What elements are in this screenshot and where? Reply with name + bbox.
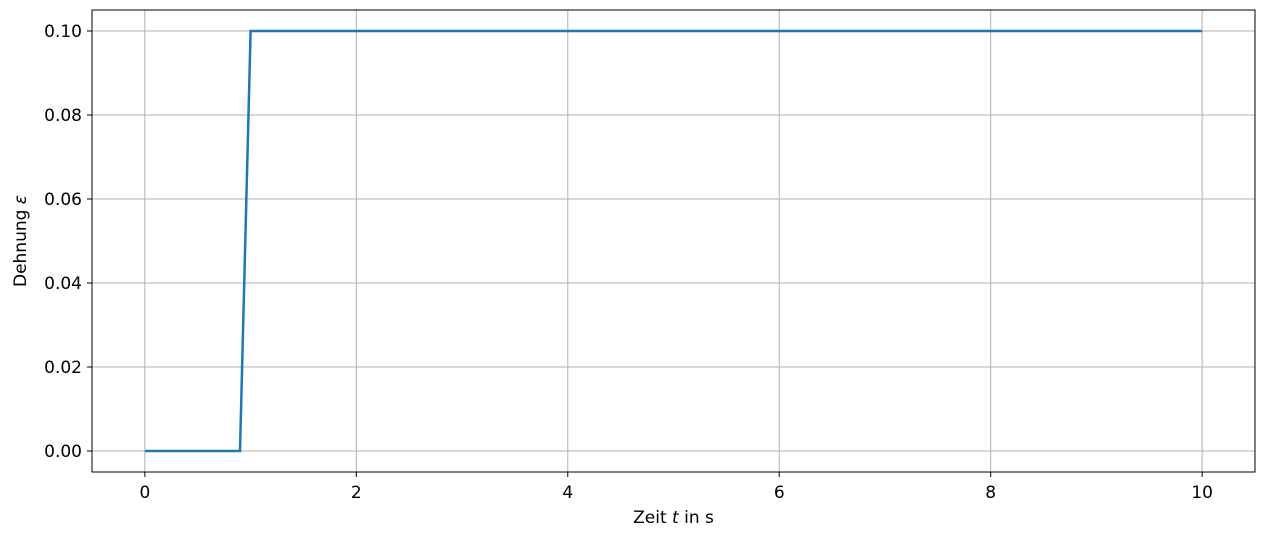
x-axis-label-variable: t: [672, 508, 680, 528]
y-axis-ticks: 0.00 0.02 0.04 0.06 0.08 0.10: [44, 22, 92, 462]
x-axis-label: Zeit t in s: [633, 508, 714, 528]
y-tick-label: 0.02: [44, 358, 82, 378]
y-axis-label: Dehnung ε: [11, 195, 31, 287]
plot-frame: [91, 9, 1256, 473]
y-tick-label: 0.10: [44, 22, 82, 42]
x-tick-label: 4: [562, 483, 573, 503]
x-tick-label: 10: [1191, 483, 1213, 503]
x-tick-label: 0: [139, 483, 150, 503]
y-axis-label-variable: ε: [11, 195, 31, 204]
x-tick-label: 2: [351, 483, 362, 503]
x-axis-label-suffix: in s: [679, 508, 714, 528]
x-axis-label-prefix: Zeit: [633, 508, 672, 528]
series-line: [144, 29, 1203, 453]
y-tick-label: 0.08: [44, 106, 82, 126]
y-axis-label-prefix: Dehnung: [11, 204, 31, 287]
x-axis-ticks: 0 2 4 6 8 10: [139, 472, 1213, 503]
y-tick-label: 0.00: [44, 442, 82, 462]
series-layer: [144, 29, 1203, 453]
x-tick-label: 8: [985, 483, 996, 503]
y-tick-label: 0.06: [44, 190, 82, 210]
y-tick-label: 0.04: [44, 274, 82, 294]
x-tick-label: 6: [774, 483, 785, 503]
